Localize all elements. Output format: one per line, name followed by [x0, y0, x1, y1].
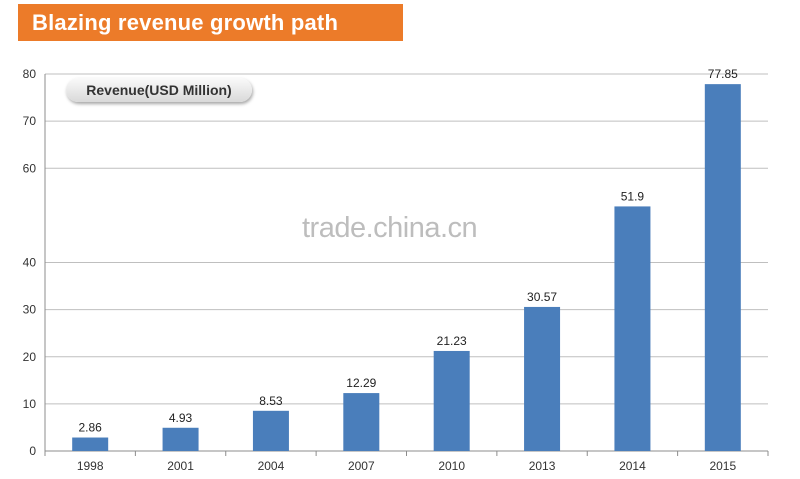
x-tick-label: 2014 — [619, 459, 646, 473]
x-tick-labels: 1998 2001 2004 2007 2010 2013 2014 2015 — [77, 459, 737, 473]
y-tick-labels: 0 10 20 30 40 60 70 80 — [23, 67, 37, 458]
y-tick-label: 0 — [29, 444, 36, 458]
data-label: 77.85 — [708, 67, 738, 81]
data-label: 30.57 — [527, 290, 557, 304]
data-label: 51.9 — [621, 189, 645, 203]
y-tick-label: 20 — [23, 350, 37, 364]
series-legend: Revenue(USD Million) — [66, 78, 252, 102]
axes — [44, 74, 769, 456]
bars — [72, 84, 741, 452]
bar — [72, 437, 109, 451]
data-labels: 2.86 4.93 8.53 12.29 21.23 30.57 51.9 77.85 — [79, 67, 739, 434]
bar — [614, 206, 651, 451]
data-label: 8.53 — [259, 394, 283, 408]
data-label: 4.93 — [169, 411, 193, 425]
x-tick-label: 2004 — [258, 459, 285, 473]
x-tick-label: 2015 — [709, 459, 736, 473]
series-legend-label: Revenue(USD Million) — [86, 82, 232, 98]
bar — [162, 427, 199, 451]
title-banner: Blazing revenue growth path — [18, 4, 403, 41]
bar — [343, 393, 380, 451]
x-tick-label: 1998 — [77, 459, 104, 473]
y-tick-label: 80 — [23, 67, 37, 81]
y-tick-label: 60 — [23, 161, 37, 175]
y-tick-label: 10 — [23, 397, 37, 411]
x-tick-label: 2007 — [348, 459, 375, 473]
bar — [433, 350, 470, 451]
y-tick-label: 30 — [23, 303, 37, 317]
data-label: 2.86 — [79, 421, 103, 435]
bar — [252, 410, 289, 451]
x-tick-label: 2010 — [438, 459, 465, 473]
y-tick-label: 40 — [23, 256, 37, 270]
data-label: 12.29 — [346, 376, 376, 390]
watermark-text: trade.china.cn — [302, 212, 478, 244]
chart-title: Blazing revenue growth path — [32, 9, 339, 35]
y-tick-label: 70 — [23, 114, 37, 128]
x-tick-label: 2013 — [529, 459, 556, 473]
x-tick-label: 2001 — [167, 459, 194, 473]
data-label: 21.23 — [437, 334, 467, 348]
bar — [524, 306, 561, 451]
bar — [704, 84, 741, 452]
